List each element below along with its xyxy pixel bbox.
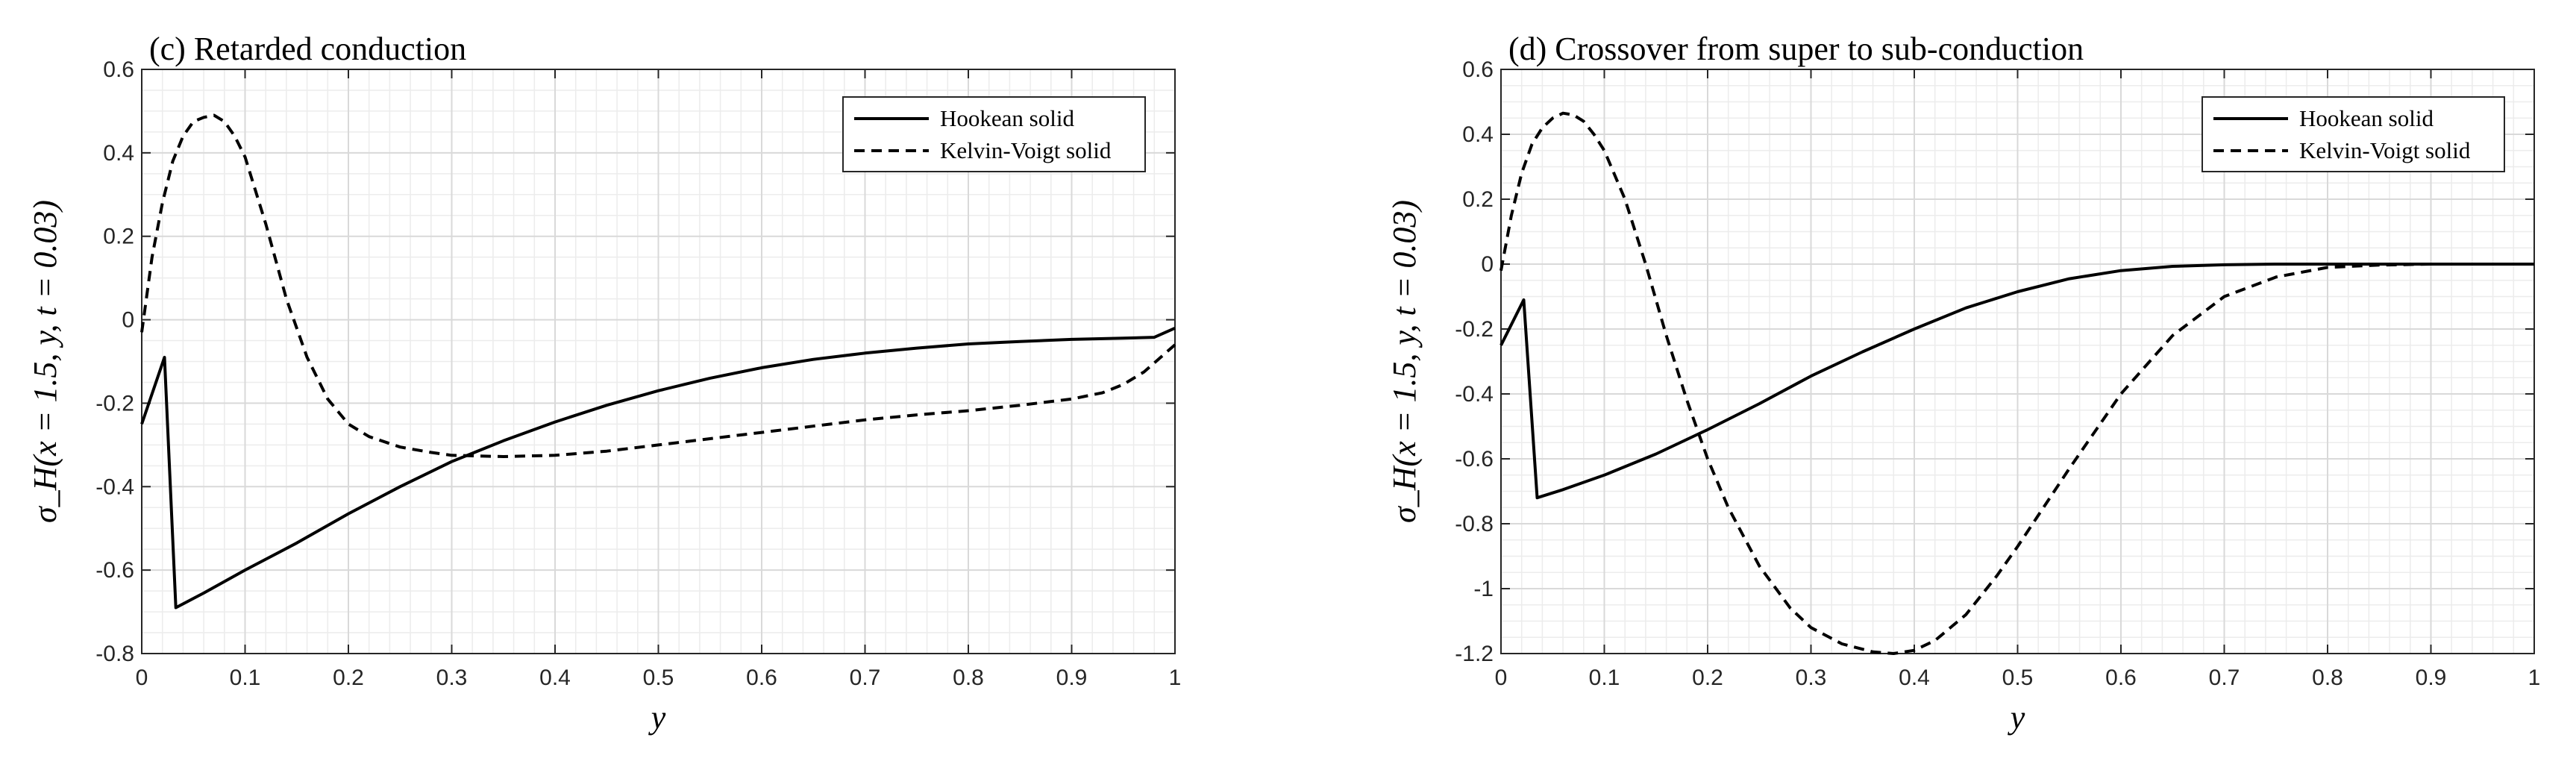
- x-tick-label: 0.4: [539, 665, 571, 690]
- x-tick-label: 0.2: [333, 665, 364, 690]
- y-tick-label: -0.6: [95, 558, 134, 583]
- y-tick-label: 0.2: [103, 225, 134, 249]
- legend-label: Hookean solid: [2299, 105, 2434, 131]
- x-axis-label: y: [2008, 699, 2025, 736]
- series-line-kelvin-voigt: [1499, 111, 2534, 655]
- y-tick-label: 0.2: [1462, 187, 1494, 212]
- series-line-kelvin-voigt: [140, 113, 1176, 458]
- x-tick-label: 0.7: [2209, 665, 2240, 690]
- x-tick-label: 0.6: [746, 665, 777, 690]
- y-tick-label: 0.6: [1462, 57, 1494, 82]
- y-tick-label: -1: [1473, 577, 1494, 601]
- x-tick-label: 0.3: [436, 665, 468, 690]
- chart-c-svg: 0 0.1 0.2 0.3 0.4 0.5 0.6 0.7 0.8 0.9 1 -0.8 -0.6 -0.…: [27, 31, 1182, 736]
- chart-title: (d) Crossover from super to sub-conducti…: [1508, 31, 2084, 67]
- x-tick-label: 0.5: [2002, 665, 2034, 690]
- y-tick-label: 0.4: [1462, 122, 1494, 147]
- y-tick-label: 0.6: [103, 57, 134, 82]
- legend-box: [2201, 96, 2505, 172]
- chart-title: (c) Retarded conduction: [149, 31, 466, 67]
- y-tick-label: -0.4: [95, 474, 134, 499]
- legend-label: Kelvin-Voigt solid: [940, 137, 1112, 163]
- y-axis-label: σ_H(x = 1.5, y, t = 0.03): [1386, 200, 1423, 523]
- chart-panel-d: 0 0.1 0.2 0.3 0.4 0.5 0.6 0.7 0.8 0.9 1 -1.2 -1 -0.8 -…: [1288, 0, 2576, 758]
- x-tick-label: 1: [1169, 665, 1182, 690]
- y-tick-label: -0.8: [1455, 512, 1494, 536]
- y-tick-label: -0.2: [95, 391, 134, 416]
- x-tick-label: 0.8: [2312, 665, 2343, 690]
- x-tick-label: 0.1: [1589, 665, 1620, 690]
- series-line-hookean: [140, 326, 1176, 610]
- legend: Hookean solid Kelvin-Voigt solid: [2201, 96, 2505, 172]
- y-tick-label: -1.2: [1455, 642, 1494, 666]
- chart-d-svg: 0 0.1 0.2 0.3 0.4 0.5 0.6 0.7 0.8 0.9 1 -1.2 -1 -0.8 -…: [1386, 31, 2541, 736]
- legend-box: [842, 96, 1146, 172]
- legend-label: Kelvin-Voigt solid: [2299, 137, 2471, 163]
- x-tick-label: 0.9: [2416, 665, 2447, 690]
- y-axis-label: σ_H(x = 1.5, y, t = 0.03): [27, 200, 63, 523]
- x-tick-label: 0.3: [1796, 665, 1827, 690]
- x-tick-label: 1: [2528, 665, 2541, 690]
- x-tick-label: 0.5: [643, 665, 674, 690]
- series-line-hookean: [1499, 263, 2534, 500]
- y-tick-label: 0.4: [103, 141, 134, 166]
- y-tick-label: 0: [122, 308, 134, 333]
- x-tick-label: 0.1: [230, 665, 261, 690]
- x-axis-label: y: [648, 699, 666, 736]
- x-tick-label: 0.2: [1692, 665, 1723, 690]
- y-tick-label: 0: [1481, 252, 1494, 277]
- chart-panel-c: 0 0.1 0.2 0.3 0.4 0.5 0.6 0.7 0.8 0.9 1 -0.8 -0.6 -0.…: [27, 31, 1182, 736]
- x-tick-label: 0.4: [1899, 665, 1930, 690]
- legend: Hookean solid Kelvin-Voigt solid: [842, 96, 1146, 172]
- x-tick-label: 0: [1495, 665, 1508, 690]
- x-tick-label: 0.6: [2105, 665, 2137, 690]
- y-tick-label: -0.2: [1455, 317, 1494, 342]
- y-tick-label: -0.8: [95, 642, 134, 666]
- y-tick-label: -0.4: [1455, 382, 1494, 407]
- y-tick-label: -0.6: [1455, 447, 1494, 472]
- x-tick-label: 0.9: [1056, 665, 1088, 690]
- legend-label: Hookean solid: [940, 105, 1074, 131]
- x-tick-label: 0.7: [850, 665, 881, 690]
- x-tick-label: 0: [136, 665, 148, 690]
- x-tick-label: 0.8: [953, 665, 984, 690]
